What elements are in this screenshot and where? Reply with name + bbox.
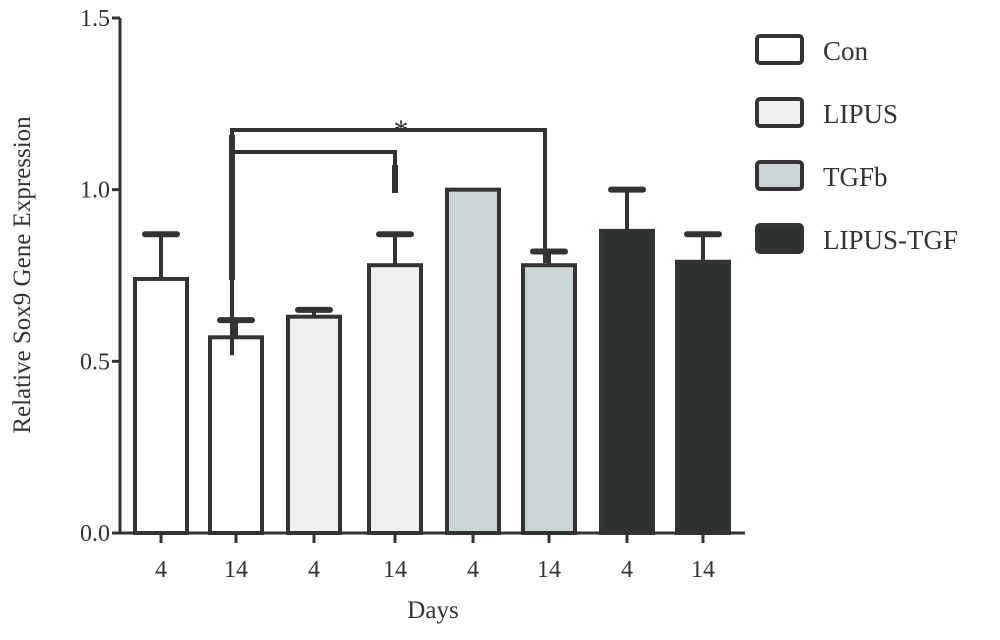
bar — [675, 259, 731, 535]
x-tick-label: 14 — [537, 557, 561, 583]
bar — [286, 314, 342, 536]
y-tick-label: 1.0 — [80, 178, 110, 204]
x-tick-label: 4 — [621, 557, 633, 583]
bars — [133, 186, 731, 536]
legend-swatch — [755, 160, 804, 191]
x-tick-label: 4 — [155, 557, 167, 583]
bar — [208, 335, 264, 535]
legend-label: TGFb — [823, 162, 888, 192]
significance-asterisk: * — [394, 114, 409, 147]
x-axis-label: Days — [407, 597, 458, 624]
y-axis-label: Relative Sox9 Gene Expression — [9, 116, 36, 434]
x-tick-label: 14 — [691, 557, 715, 583]
y-tick-label: 1.5 — [80, 6, 110, 32]
legend-label: LIPUS-TGF — [823, 225, 958, 255]
legend-swatch — [755, 97, 804, 128]
legend-label: LIPUS — [823, 99, 898, 129]
bar — [367, 263, 423, 535]
significance-brackets: * — [229, 114, 547, 356]
y-tick-label: 0.5 — [80, 349, 110, 375]
x-tick-label: 4 — [308, 557, 320, 583]
bar — [599, 228, 655, 535]
legend-swatch — [755, 34, 804, 65]
y-tick-label: 0.0 — [80, 521, 110, 547]
bar — [133, 276, 189, 535]
x-tick-label: 14 — [224, 557, 248, 583]
bar — [445, 187, 501, 536]
legend-swatch — [755, 223, 804, 254]
x-tick-label: 4 — [467, 557, 479, 583]
bar — [521, 263, 577, 535]
legend: Con LIPUS TGFb LIPUS-TGF — [755, 34, 958, 255]
x-tick-label: 14 — [383, 557, 407, 583]
legend-label: Con — [823, 36, 869, 66]
